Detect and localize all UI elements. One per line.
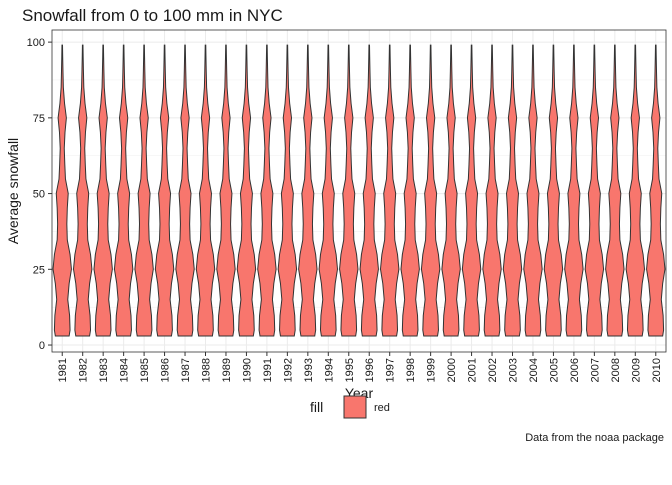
x-tick-label: 2002 — [487, 358, 499, 382]
violin — [236, 44, 257, 337]
violin — [420, 44, 441, 337]
chart-title: Snowfall from 0 to 100 mm in NYC — [22, 6, 283, 25]
violin — [584, 44, 605, 337]
x-tick-label: 1986 — [160, 358, 172, 382]
x-tick-label: 1985 — [139, 358, 151, 382]
x-tick-label: 1989 — [221, 358, 233, 382]
y-tick-label: 50 — [33, 189, 45, 201]
panel-border — [51, 29, 667, 353]
violin — [72, 44, 93, 337]
x-tick-label: 2010 — [651, 358, 663, 382]
violin — [605, 44, 625, 337]
x-tick-label: 1993 — [303, 358, 315, 382]
violin — [298, 44, 318, 337]
x-tick-label: 1984 — [119, 358, 131, 382]
x-tick-label: 1992 — [282, 358, 294, 382]
x-tick-label: 1983 — [98, 358, 110, 382]
legend-key — [343, 395, 367, 419]
violin — [216, 44, 236, 337]
violin — [175, 44, 195, 337]
x-tick-label: 2001 — [467, 358, 479, 382]
x-tick-label: 2008 — [610, 358, 622, 382]
x-tick-label: 1994 — [323, 358, 335, 382]
x-tick-label: 2003 — [508, 358, 520, 382]
x-tick-label: 1982 — [78, 358, 90, 382]
violin — [339, 44, 359, 337]
x-tick-label: 2009 — [630, 358, 642, 382]
violin — [134, 44, 154, 337]
x-tick-label: 2004 — [528, 358, 540, 382]
violin — [52, 44, 72, 337]
x-tick-label: 2006 — [569, 358, 581, 382]
x-tick-label: 1996 — [364, 358, 376, 382]
violin — [523, 44, 543, 337]
panel — [52, 30, 666, 352]
violin — [502, 44, 523, 337]
x-tick-label: 2000 — [446, 358, 458, 382]
legend-title: fill — [310, 399, 323, 415]
x-tick-label: 2005 — [548, 358, 560, 382]
x-tick-label: 1997 — [385, 358, 397, 382]
y-tick-label: 0 — [39, 340, 45, 352]
caption: Data from the noaa package — [525, 432, 664, 444]
x-tick-label: 1995 — [344, 358, 356, 382]
y-tick-label: 75 — [33, 113, 45, 125]
violin — [646, 44, 666, 337]
x-tick-label: 1990 — [241, 358, 253, 382]
violin — [113, 44, 134, 337]
x-tick-label: 2007 — [589, 358, 601, 382]
x-tick-label: 1988 — [201, 358, 213, 382]
violin — [400, 44, 420, 337]
violin — [93, 44, 113, 337]
violin — [543, 44, 564, 337]
x-tick-label: 1999 — [426, 358, 438, 382]
x-tick-label: 1987 — [180, 358, 192, 382]
x-tick-label: 1998 — [405, 358, 417, 382]
x-tick-label: 1991 — [262, 358, 274, 382]
y-axis-label: Average snowfall — [5, 138, 21, 244]
y-tick-label: 25 — [33, 264, 45, 276]
violin — [379, 44, 400, 337]
violin — [277, 44, 298, 337]
x-tick-label: 1981 — [57, 358, 69, 382]
violin — [195, 44, 216, 337]
violin — [564, 44, 584, 337]
violin — [154, 44, 175, 337]
violin — [482, 44, 502, 337]
violin — [625, 44, 646, 337]
violin — [441, 44, 461, 337]
violin — [461, 44, 482, 337]
violin — [257, 44, 277, 337]
violin — [359, 44, 379, 337]
violin — [318, 44, 339, 337]
y-tick-label: 100 — [27, 37, 45, 49]
legend-label: red — [374, 402, 390, 414]
